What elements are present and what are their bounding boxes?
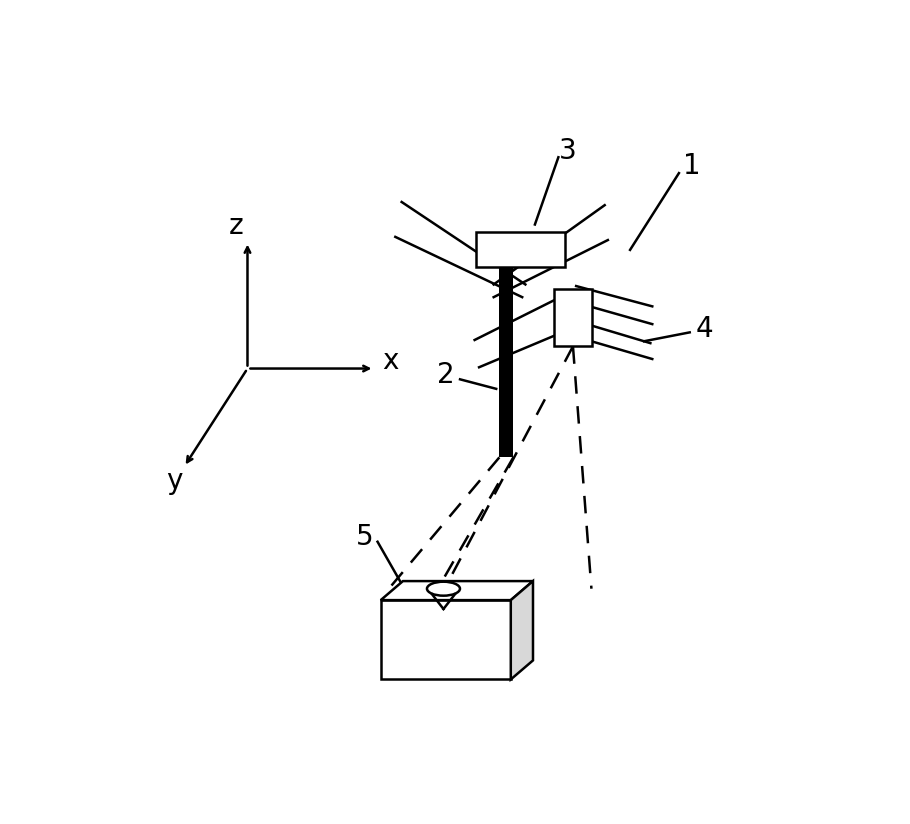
Text: x: x [382,347,399,375]
Polygon shape [511,581,533,680]
Bar [476,232,565,267]
Ellipse shape [427,582,460,596]
Bar [500,232,513,457]
Text: z: z [228,212,244,240]
Text: 1: 1 [682,152,701,180]
Text: 5: 5 [356,522,374,550]
Text: 2: 2 [438,361,455,389]
Text: 3: 3 [559,137,577,165]
Polygon shape [380,581,533,600]
Text: y: y [167,467,183,495]
Bar [554,289,592,346]
Text: 4: 4 [695,316,713,344]
Bar [380,600,511,680]
